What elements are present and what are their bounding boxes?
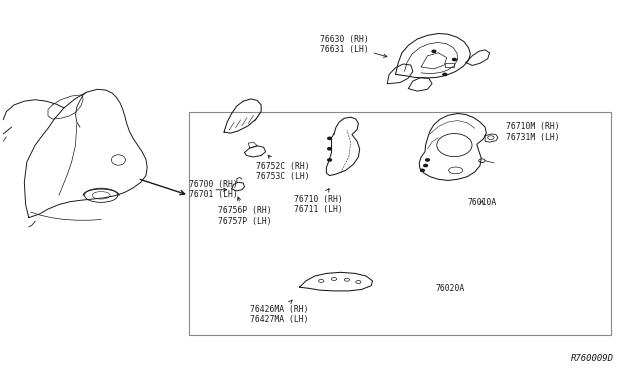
Text: 76010A: 76010A xyxy=(467,198,497,207)
Text: 76710 (RH)
76711 (LH): 76710 (RH) 76711 (LH) xyxy=(294,189,343,214)
Circle shape xyxy=(420,169,424,171)
Circle shape xyxy=(424,164,428,167)
Circle shape xyxy=(432,50,436,52)
Text: 76426MA (RH)
76427MA (LH): 76426MA (RH) 76427MA (LH) xyxy=(250,300,308,324)
Text: 76630 (RH)
76631 (LH): 76630 (RH) 76631 (LH) xyxy=(320,35,387,57)
Text: 76020A: 76020A xyxy=(435,284,465,293)
Bar xyxy=(445,63,454,67)
Circle shape xyxy=(328,159,332,161)
Circle shape xyxy=(328,137,332,140)
Text: 76756P (RH)
76757P (LH): 76756P (RH) 76757P (LH) xyxy=(218,197,271,226)
Circle shape xyxy=(443,73,447,76)
Text: 76700 (RH)
76701 (LH): 76700 (RH) 76701 (LH) xyxy=(189,180,237,199)
Circle shape xyxy=(328,148,332,150)
Circle shape xyxy=(452,58,456,61)
Text: 76752C (RH)
76753C (LH): 76752C (RH) 76753C (LH) xyxy=(256,155,310,181)
Bar xyxy=(189,112,611,335)
Text: R760009D: R760009D xyxy=(572,354,614,363)
Circle shape xyxy=(426,159,429,161)
Text: 76710M (RH)
76731M (LH): 76710M (RH) 76731M (LH) xyxy=(506,122,559,142)
